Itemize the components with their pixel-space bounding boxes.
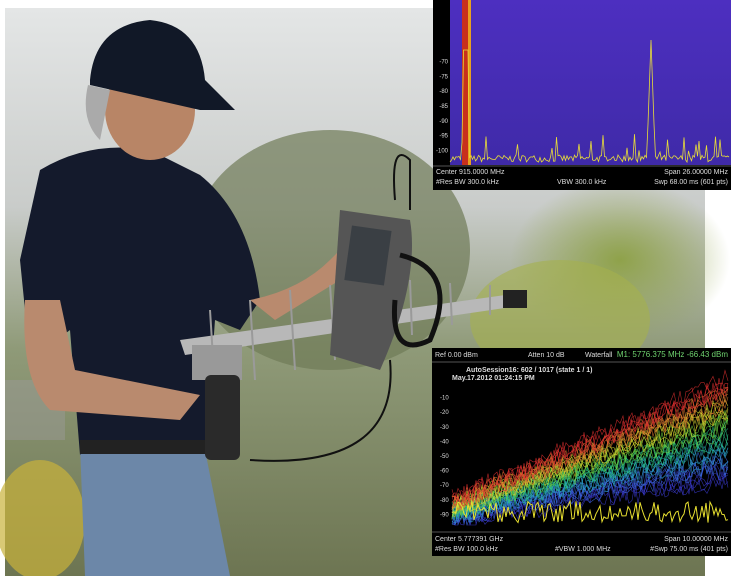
bottom-panel: Ref 0.00 dBm Atten 10 dB Waterfall M1: 5… bbox=[432, 348, 731, 556]
y-label: -30 bbox=[440, 425, 449, 431]
marker-readout: M1: 5776.375 MHz -66.43 dBm bbox=[617, 350, 729, 359]
header-text: Waterfall bbox=[585, 352, 613, 359]
y-label: -80 bbox=[439, 89, 448, 95]
waterfall-trace bbox=[451, 415, 729, 520]
footer-text: #Res BW 100.0 kHz bbox=[435, 546, 499, 553]
waterfall-trace bbox=[451, 396, 729, 512]
y-label: -90 bbox=[440, 512, 449, 518]
y-label: -90 bbox=[439, 119, 448, 125]
waterfall-trace bbox=[451, 420, 729, 520]
footer-text: Swp 68.00 ms (601 pts) bbox=[654, 179, 728, 186]
header-text: Atten 10 dB bbox=[528, 352, 565, 359]
waterfall-trace bbox=[451, 454, 729, 524]
y-label: -40 bbox=[440, 439, 449, 445]
waterfall-trace bbox=[451, 381, 729, 502]
waterfall-trace bbox=[451, 431, 729, 520]
footer-text: Span 26.00000 MHz bbox=[664, 169, 728, 176]
footer-text: #Res BW 300.0 kHz bbox=[436, 179, 500, 186]
waterfall-trace bbox=[451, 369, 729, 504]
footer-text: Center 915.0000 MHz bbox=[436, 169, 505, 176]
footer-text: #VBW 1.000 MHz bbox=[555, 546, 611, 553]
waterfall-trace bbox=[451, 434, 729, 520]
footer-text: VBW 300.0 kHz bbox=[557, 179, 607, 186]
y-label: -75 bbox=[439, 74, 448, 80]
session-text: May.17.2012 01:24:15 PM bbox=[452, 375, 535, 382]
top-panel: -70 -75 -80 -85 -90 -95 -100 Center 915.0000 M… bbox=[433, 0, 731, 190]
live-trace bbox=[451, 499, 729, 524]
y-label: -95 bbox=[439, 134, 448, 140]
waterfall-trace bbox=[451, 382, 728, 508]
footer-text: #Swp 75.00 ms (401 pts) bbox=[650, 546, 728, 553]
y-label: -60 bbox=[440, 469, 449, 475]
y-label: -85 bbox=[439, 104, 448, 110]
y-label: -100 bbox=[436, 148, 449, 154]
y-label: -70 bbox=[440, 483, 449, 489]
y-label: -70 bbox=[439, 60, 448, 66]
footer-text: Span 10.00000 MHz bbox=[664, 536, 728, 543]
header-text: Ref 0.00 dBm bbox=[435, 352, 478, 359]
waterfall-trace bbox=[451, 463, 729, 526]
waterfall-trace bbox=[451, 441, 729, 523]
y-label: -20 bbox=[440, 410, 449, 416]
y-label: -80 bbox=[440, 498, 449, 504]
y-label: -50 bbox=[440, 454, 449, 460]
session-text: AutoSession16: 602 / 1017 (state 1 / 1) bbox=[466, 367, 592, 374]
y-label: -10 bbox=[440, 396, 449, 402]
footer-text: Center 5.777391 GHz bbox=[435, 536, 504, 543]
